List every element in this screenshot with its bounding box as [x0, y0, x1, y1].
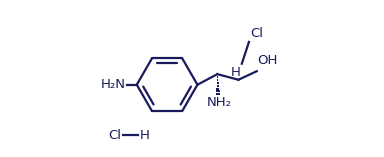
Text: Cl: Cl: [109, 129, 121, 142]
Text: NH₂: NH₂: [207, 96, 232, 109]
Text: H₂N: H₂N: [101, 78, 126, 91]
Text: H: H: [139, 129, 149, 142]
Text: OH: OH: [258, 54, 278, 67]
Text: H: H: [231, 66, 240, 79]
Text: Cl: Cl: [250, 27, 263, 40]
